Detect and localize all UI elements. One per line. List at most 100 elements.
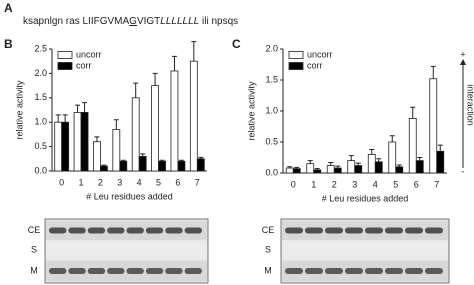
x-tick-label: 7 [195, 177, 200, 187]
bar [292, 168, 301, 174]
blot-label: S [31, 244, 37, 254]
error-bar [140, 153, 146, 157]
blot-band [305, 227, 323, 234]
error-bar [417, 157, 423, 161]
legend-swatch [57, 51, 73, 59]
sequence-part: LLLLLLL [160, 16, 199, 27]
error-bar [355, 162, 361, 166]
bar [170, 70, 179, 172]
sequence: ksapnlgn ras LIIFGVMAGVIGTLLLLLLL ili np… [23, 16, 238, 27]
error-bar [171, 55, 177, 71]
bar [306, 163, 315, 174]
x-tick-label: 3 [352, 179, 357, 189]
bar [189, 60, 198, 172]
bar [347, 160, 356, 174]
legend-swatch [288, 51, 304, 59]
legend-label: corr [76, 60, 92, 70]
x-tick-label: 4 [137, 177, 142, 187]
error-bar [389, 135, 395, 142]
panel-label: B [4, 37, 13, 51]
legend-swatch [57, 62, 73, 70]
blot-row [46, 241, 207, 259]
blot-band [145, 268, 164, 274]
y-tick-label: 0.5 [265, 136, 278, 146]
y-tick-label: 0.0 [34, 165, 47, 175]
bar [73, 112, 82, 172]
bar [61, 121, 70, 172]
bar [285, 167, 294, 174]
bar [333, 167, 342, 174]
bar [80, 112, 89, 172]
blot-band [68, 227, 86, 234]
bar [158, 160, 166, 172]
error-bar [133, 82, 139, 98]
error-bar [376, 158, 382, 162]
annotation-top: + [460, 49, 465, 59]
blot-label: M [264, 265, 272, 275]
y-tick-label: 1.5 [34, 92, 47, 102]
sequence-part: VIGT [137, 16, 160, 27]
blot-band [385, 227, 403, 234]
blot-label: CE [262, 225, 275, 235]
x-tick-label: 6 [175, 177, 180, 187]
x-tick-label: 0 [291, 179, 296, 189]
error-bar [369, 148, 375, 155]
blot-band [165, 227, 183, 234]
x-tick-label: 7 [434, 179, 439, 189]
blot-band [107, 227, 125, 234]
bar [374, 161, 383, 174]
blot-band [87, 227, 106, 234]
sequence-part: G [129, 16, 137, 27]
blot-label: CE [28, 225, 41, 235]
error-bar [430, 65, 436, 79]
panel-label: C [232, 37, 241, 51]
blot-band [87, 268, 106, 274]
error-bar [94, 136, 100, 142]
y-axis-label: relative activity [14, 80, 24, 140]
blot-band [107, 268, 125, 274]
y-tick-label: 2.5 [34, 43, 47, 53]
error-bar [307, 160, 313, 164]
x-tick-label: 5 [156, 177, 161, 187]
x-tick-label: 1 [79, 177, 84, 187]
x-tick-label: 2 [98, 177, 103, 187]
blot-band [184, 227, 202, 234]
bar [313, 169, 322, 174]
y-tick-label: 2.0 [34, 68, 47, 78]
error-bar [75, 104, 81, 113]
blot-band [325, 227, 343, 234]
bar [138, 155, 147, 172]
bar [100, 165, 108, 172]
y-tick-label: 1.5 [265, 74, 278, 84]
x-axis-label: # Leu residues added [322, 193, 409, 203]
y-tick-label: 1.0 [34, 117, 47, 127]
sequence-part: ksapnlgn ras LIIFGVMA [23, 16, 129, 27]
blot-band [345, 268, 363, 274]
x-tick-label: 3 [117, 177, 122, 187]
x-tick-label: 6 [414, 179, 419, 189]
x-tick-label: 5 [393, 179, 398, 189]
bar [429, 78, 438, 174]
blot-band [305, 268, 323, 274]
blot-band [126, 268, 144, 274]
blot-band [325, 268, 343, 274]
blot-band [285, 268, 303, 274]
annotation-text: interaction [466, 84, 474, 126]
blot-label: M [30, 265, 38, 275]
blot-band [68, 268, 86, 274]
error-bar [113, 119, 119, 130]
blot-label: S [265, 244, 271, 254]
bar [408, 118, 417, 174]
bar [196, 158, 205, 172]
blot-band [405, 268, 423, 274]
bar [367, 153, 376, 174]
bar [151, 85, 159, 172]
error-bar [328, 161, 334, 166]
legend-label: corr [307, 60, 323, 70]
error-bar [191, 41, 197, 62]
bar [415, 160, 424, 174]
blot-band [345, 227, 363, 234]
error-bar [152, 72, 158, 86]
y-tick-label: 1.0 [265, 105, 278, 115]
error-bar [437, 144, 443, 152]
